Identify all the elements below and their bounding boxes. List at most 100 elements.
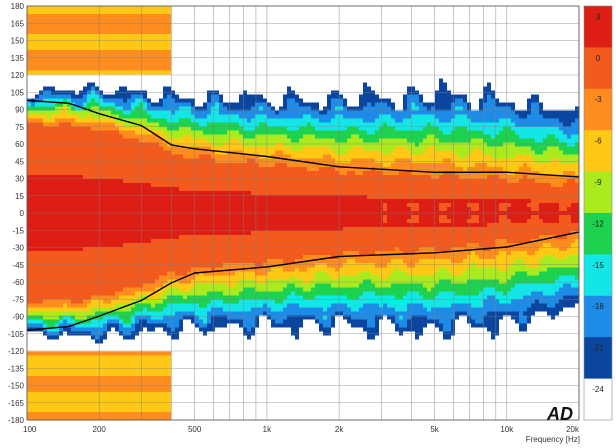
contour-cell (263, 106, 272, 112)
y-tick-label: 45 (15, 157, 24, 166)
contour-cell (543, 102, 580, 108)
contour-cell (531, 102, 540, 108)
contour-cell (331, 90, 340, 96)
contour-cell (567, 134, 572, 140)
contour-cell (335, 267, 340, 272)
contour-cell (171, 6, 580, 11)
contour-cell (471, 206, 480, 212)
x-tick-label: 200 (93, 425, 107, 434)
contour-cell (455, 291, 480, 296)
contour-cell (147, 307, 164, 313)
contour-cell (479, 206, 500, 212)
contour-cell (519, 315, 528, 321)
contour-cell (87, 102, 100, 108)
contour-cell (251, 106, 260, 112)
contour-cell (387, 215, 412, 220)
contour-cell (571, 202, 580, 208)
contour-cell (343, 263, 376, 268)
contour-cell (479, 106, 484, 112)
contour-cell (467, 219, 480, 224)
contour-cell (283, 142, 416, 148)
contour-cell (255, 263, 264, 268)
contour-cell (271, 267, 284, 272)
contour-cell (383, 170, 400, 176)
contour-cell (251, 307, 272, 313)
contour-cell (195, 106, 208, 112)
contour-cell (63, 327, 72, 333)
y-axis: 1801651501351201059075604530150-15-30-45… (8, 2, 25, 425)
contour-cell (319, 110, 328, 116)
contour-cell (507, 206, 532, 212)
contour-cell (435, 247, 452, 252)
contour-cell (131, 102, 140, 108)
contour-cell (35, 94, 40, 100)
contour-cell (407, 307, 428, 313)
contour-cell (315, 283, 332, 288)
contour-cell (467, 202, 480, 208)
contour-cell (443, 130, 452, 136)
contour-cell (515, 271, 528, 276)
contour-cell (363, 82, 368, 87)
contour-cell (499, 130, 516, 136)
contour-cell (143, 106, 148, 112)
y-tick-label: -180 (8, 416, 25, 425)
contour-cell (487, 98, 496, 104)
contour-cell (531, 215, 540, 220)
contour-cell (279, 110, 320, 116)
contour-cell (47, 114, 52, 120)
contour-cell (379, 319, 392, 325)
contour-cell (115, 122, 124, 128)
contour-cell (163, 299, 212, 305)
contour-cell (323, 315, 328, 321)
contour-cell (171, 371, 580, 377)
contour-cell (71, 299, 84, 305)
contour-cell (95, 90, 100, 96)
contour-cell (271, 315, 288, 321)
contour-cell (575, 239, 580, 244)
contour-cell (35, 102, 56, 108)
contour-cell (507, 291, 532, 296)
contour-cell (543, 255, 556, 260)
contour-cell (499, 251, 508, 256)
contour-cell (255, 102, 268, 108)
contour-cell (439, 78, 444, 83)
contour-cell (499, 202, 512, 208)
contour-cell (471, 102, 480, 108)
contour-cell (463, 98, 468, 104)
contour-cell (423, 327, 440, 333)
contour-cell (51, 114, 80, 120)
contour-cell (351, 146, 364, 152)
contour-cell (519, 319, 528, 325)
contour-cell (179, 235, 540, 240)
contour-cell (491, 94, 496, 100)
colorbar-frame (583, 5, 613, 421)
contour-cell (95, 311, 136, 317)
contour-cell (27, 142, 160, 148)
contour-cell (27, 259, 268, 264)
contour-cell (171, 14, 580, 19)
contour-cell (135, 315, 152, 321)
contour-cell (523, 174, 528, 180)
contour-cell (223, 98, 240, 104)
contour-cell (575, 275, 580, 280)
contour-cell (131, 94, 144, 100)
contour-cell (83, 106, 92, 112)
contour-cell (483, 86, 492, 92)
contour-cell (527, 219, 544, 224)
contour-cell (399, 323, 408, 329)
contour-cell (523, 259, 540, 264)
contour-cell (187, 295, 288, 301)
contour-cell (359, 295, 396, 301)
contour-cell (431, 106, 436, 112)
contour-cell (275, 299, 284, 305)
y-tick-label: -165 (8, 399, 25, 408)
contour-cell (59, 315, 64, 321)
contour-cell (367, 323, 376, 329)
contour-cell (171, 150, 216, 156)
contour-cell (27, 90, 40, 96)
contour-cell (87, 98, 92, 104)
contour-cell (359, 271, 372, 276)
contour-cell (159, 134, 168, 140)
contour-cell (395, 295, 404, 301)
contour-cell (411, 150, 424, 156)
